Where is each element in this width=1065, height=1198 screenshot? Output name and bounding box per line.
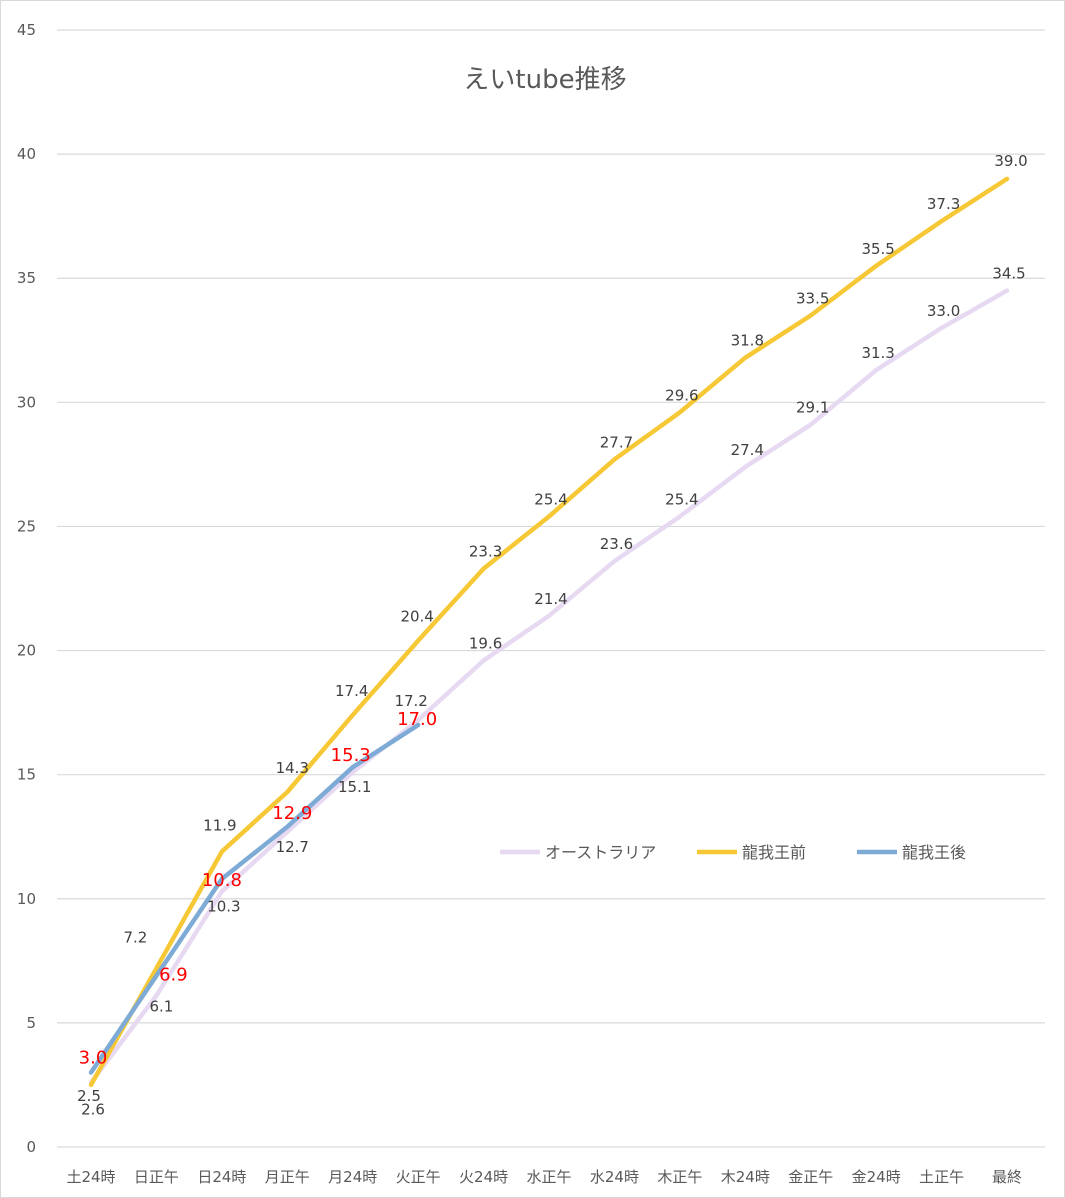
data-label: 29.1	[796, 399, 829, 417]
x-tick-label: 火正午	[396, 1168, 441, 1186]
data-label: 6.9	[159, 965, 188, 986]
data-label: 14.3	[276, 759, 309, 777]
chart-title: えいtube推移	[463, 65, 626, 95]
data-label: 27.4	[731, 441, 764, 459]
x-tick-label: 水24時	[590, 1168, 639, 1186]
y-tick-label: 20	[17, 642, 36, 660]
y-tick-label: 15	[17, 766, 36, 784]
data-label: 29.6	[665, 386, 698, 404]
legend-label: オーストラリア	[545, 843, 656, 862]
data-label: 33.5	[796, 289, 829, 307]
x-axis-ticks: 土24時 日正午 日24時 月正午 月24時 火正午 火24時 水正午 水24時 木正午 木24時金…	[66, 1168, 1022, 1186]
x-tick-label: 火24時	[459, 1168, 508, 1186]
data-label: 15.1	[338, 778, 371, 796]
y-tick-label: 5	[26, 1014, 36, 1032]
x-tick-label: 日正午	[134, 1168, 179, 1186]
data-label: 11.9	[203, 817, 236, 835]
data-label: 2.6	[81, 1100, 105, 1118]
legend-label: 龍我王前	[742, 843, 806, 862]
data-label: 15.3	[331, 745, 371, 766]
series-line-0	[88, 288, 1010, 1085]
data-label: 10.8	[202, 870, 242, 891]
data-label: 23.3	[469, 543, 502, 561]
y-tick-label: 25	[17, 517, 36, 535]
data-label: 7.2	[124, 928, 148, 946]
data-label: 35.5	[861, 240, 894, 258]
data-label: 21.4	[534, 590, 567, 608]
x-tick-label: 月正午	[265, 1168, 310, 1186]
x-tick-label: 日24時	[197, 1168, 246, 1186]
data-labels: 2.6 6.1 10.3 12.7 15.1 17.2 19.6 21.4 23.6 25.4 27…	[77, 152, 1028, 1119]
legend: オーストラリア 龍我王前 龍我王後	[500, 843, 966, 862]
data-label: 37.3	[927, 195, 960, 213]
data-label: 34.5	[992, 265, 1025, 283]
y-tick-label: 45	[17, 21, 36, 39]
x-tick-label: 水正午	[527, 1168, 572, 1186]
data-label: 17.2	[394, 692, 427, 710]
y-tick-label: 10	[17, 890, 36, 908]
data-label: 12.9	[272, 803, 312, 824]
data-label: 3.0	[79, 1048, 108, 1069]
gridlines	[57, 29, 1045, 1148]
data-label: 17.0	[397, 709, 437, 730]
data-label: 25.4	[665, 491, 698, 509]
x-tick-label: 金正午	[788, 1168, 833, 1186]
y-tick-label: 35	[17, 269, 36, 287]
data-label: 33.0	[927, 302, 960, 320]
series-line-1	[88, 176, 1010, 1088]
data-label: 20.4	[400, 608, 433, 626]
legend-label: 龍我王後	[902, 843, 966, 862]
x-tick-label: 木24時	[721, 1168, 770, 1186]
series-line-2	[88, 722, 421, 1075]
data-label: 6.1	[150, 998, 174, 1016]
data-label: 31.8	[731, 332, 764, 350]
y-axis-ticks: 0 5 10 15 20 25 30 35 40 45	[17, 21, 36, 1156]
data-label: 10.3	[207, 897, 240, 915]
data-label: 31.3	[861, 344, 894, 362]
data-label: 39.0	[994, 152, 1027, 170]
y-tick-label: 0	[26, 1138, 36, 1156]
x-tick-label: 木正午	[657, 1168, 702, 1186]
data-label: 27.7	[600, 433, 633, 451]
x-tick-label: 土24時	[66, 1168, 115, 1186]
x-tick-label: 月24時	[328, 1168, 377, 1186]
data-label: 25.4	[534, 491, 567, 509]
data-label: 2.5	[77, 1087, 101, 1105]
series-lines	[88, 176, 1010, 1088]
data-label: 17.4	[335, 682, 368, 700]
y-tick-label: 40	[17, 145, 36, 163]
y-tick-label: 30	[17, 393, 36, 411]
data-label: 23.6	[600, 535, 633, 553]
x-tick-label: 土正午	[919, 1168, 964, 1186]
data-label: 19.6	[469, 634, 502, 652]
x-tick-label: 最終	[992, 1168, 1022, 1186]
x-tick-label: 金24時	[852, 1168, 901, 1186]
data-label: 12.7	[276, 838, 309, 856]
